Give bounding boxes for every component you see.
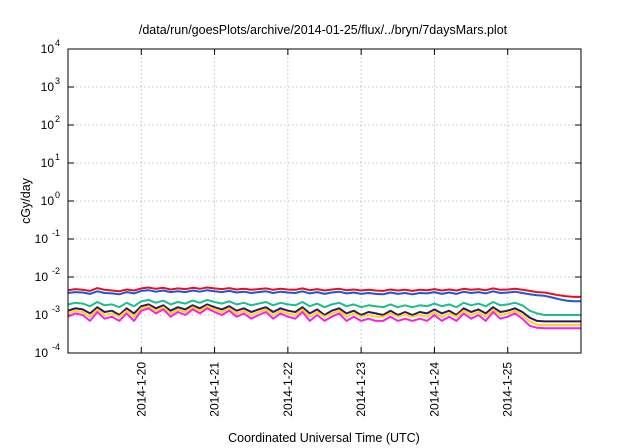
y-tick-label: 10 <box>35 232 49 246</box>
y-tick-label: 10 <box>41 118 55 132</box>
series-line-6 <box>67 307 581 330</box>
x-tick-label: 2014-1-22 <box>281 362 295 417</box>
y-tick-exponent: 2 <box>55 114 60 124</box>
x-tick-label: 2014-1-24 <box>427 362 441 417</box>
series-line-2 <box>67 289 581 303</box>
y-axis-label: cGy/day <box>19 177 33 224</box>
series-line-1 <box>67 286 581 298</box>
x-axis-label: Coordinated Universal Time (UTC) <box>228 431 420 445</box>
y-tick-label: 10 <box>35 270 49 284</box>
y-tick-exponent: -4 <box>52 342 60 352</box>
y-tick-exponent: 3 <box>55 76 60 86</box>
y-tick-label: 10 <box>41 156 55 170</box>
y-tick-label: 10 <box>41 194 55 208</box>
y-tick-label: 10 <box>35 308 49 322</box>
x-tick-label: 2014-1-20 <box>134 362 148 417</box>
y-tick-exponent: -3 <box>52 304 60 314</box>
x-tick-labels: 2014-1-20 2014-1-21 2014-1-22 2014-1-23 2014… <box>134 362 514 417</box>
series-line-3 <box>67 298 581 316</box>
y-tick-label: 10 <box>35 346 49 360</box>
plot-frame <box>67 48 582 354</box>
y-tick-label: 10 <box>41 42 55 56</box>
y-tick-exponent: 0 <box>55 190 60 200</box>
series-line-4 <box>67 303 581 323</box>
x-tick-label: 2014-1-23 <box>354 362 368 417</box>
y-tick-exponent: -2 <box>52 266 60 276</box>
y-tick-exponent: -1 <box>52 228 60 238</box>
series-group <box>67 286 581 330</box>
y-tick-label: 10 <box>41 80 55 94</box>
x-tick-label: 2014-1-25 <box>501 362 515 417</box>
x-tick-label: 2014-1-21 <box>208 362 222 417</box>
y-tick-exponent: 1 <box>55 152 60 162</box>
y-tick-exponent: 4 <box>55 38 60 48</box>
series-line-5 <box>67 305 581 326</box>
chart-title: /data/run/goesPlots/archive/2014-01-25/f… <box>139 23 508 37</box>
